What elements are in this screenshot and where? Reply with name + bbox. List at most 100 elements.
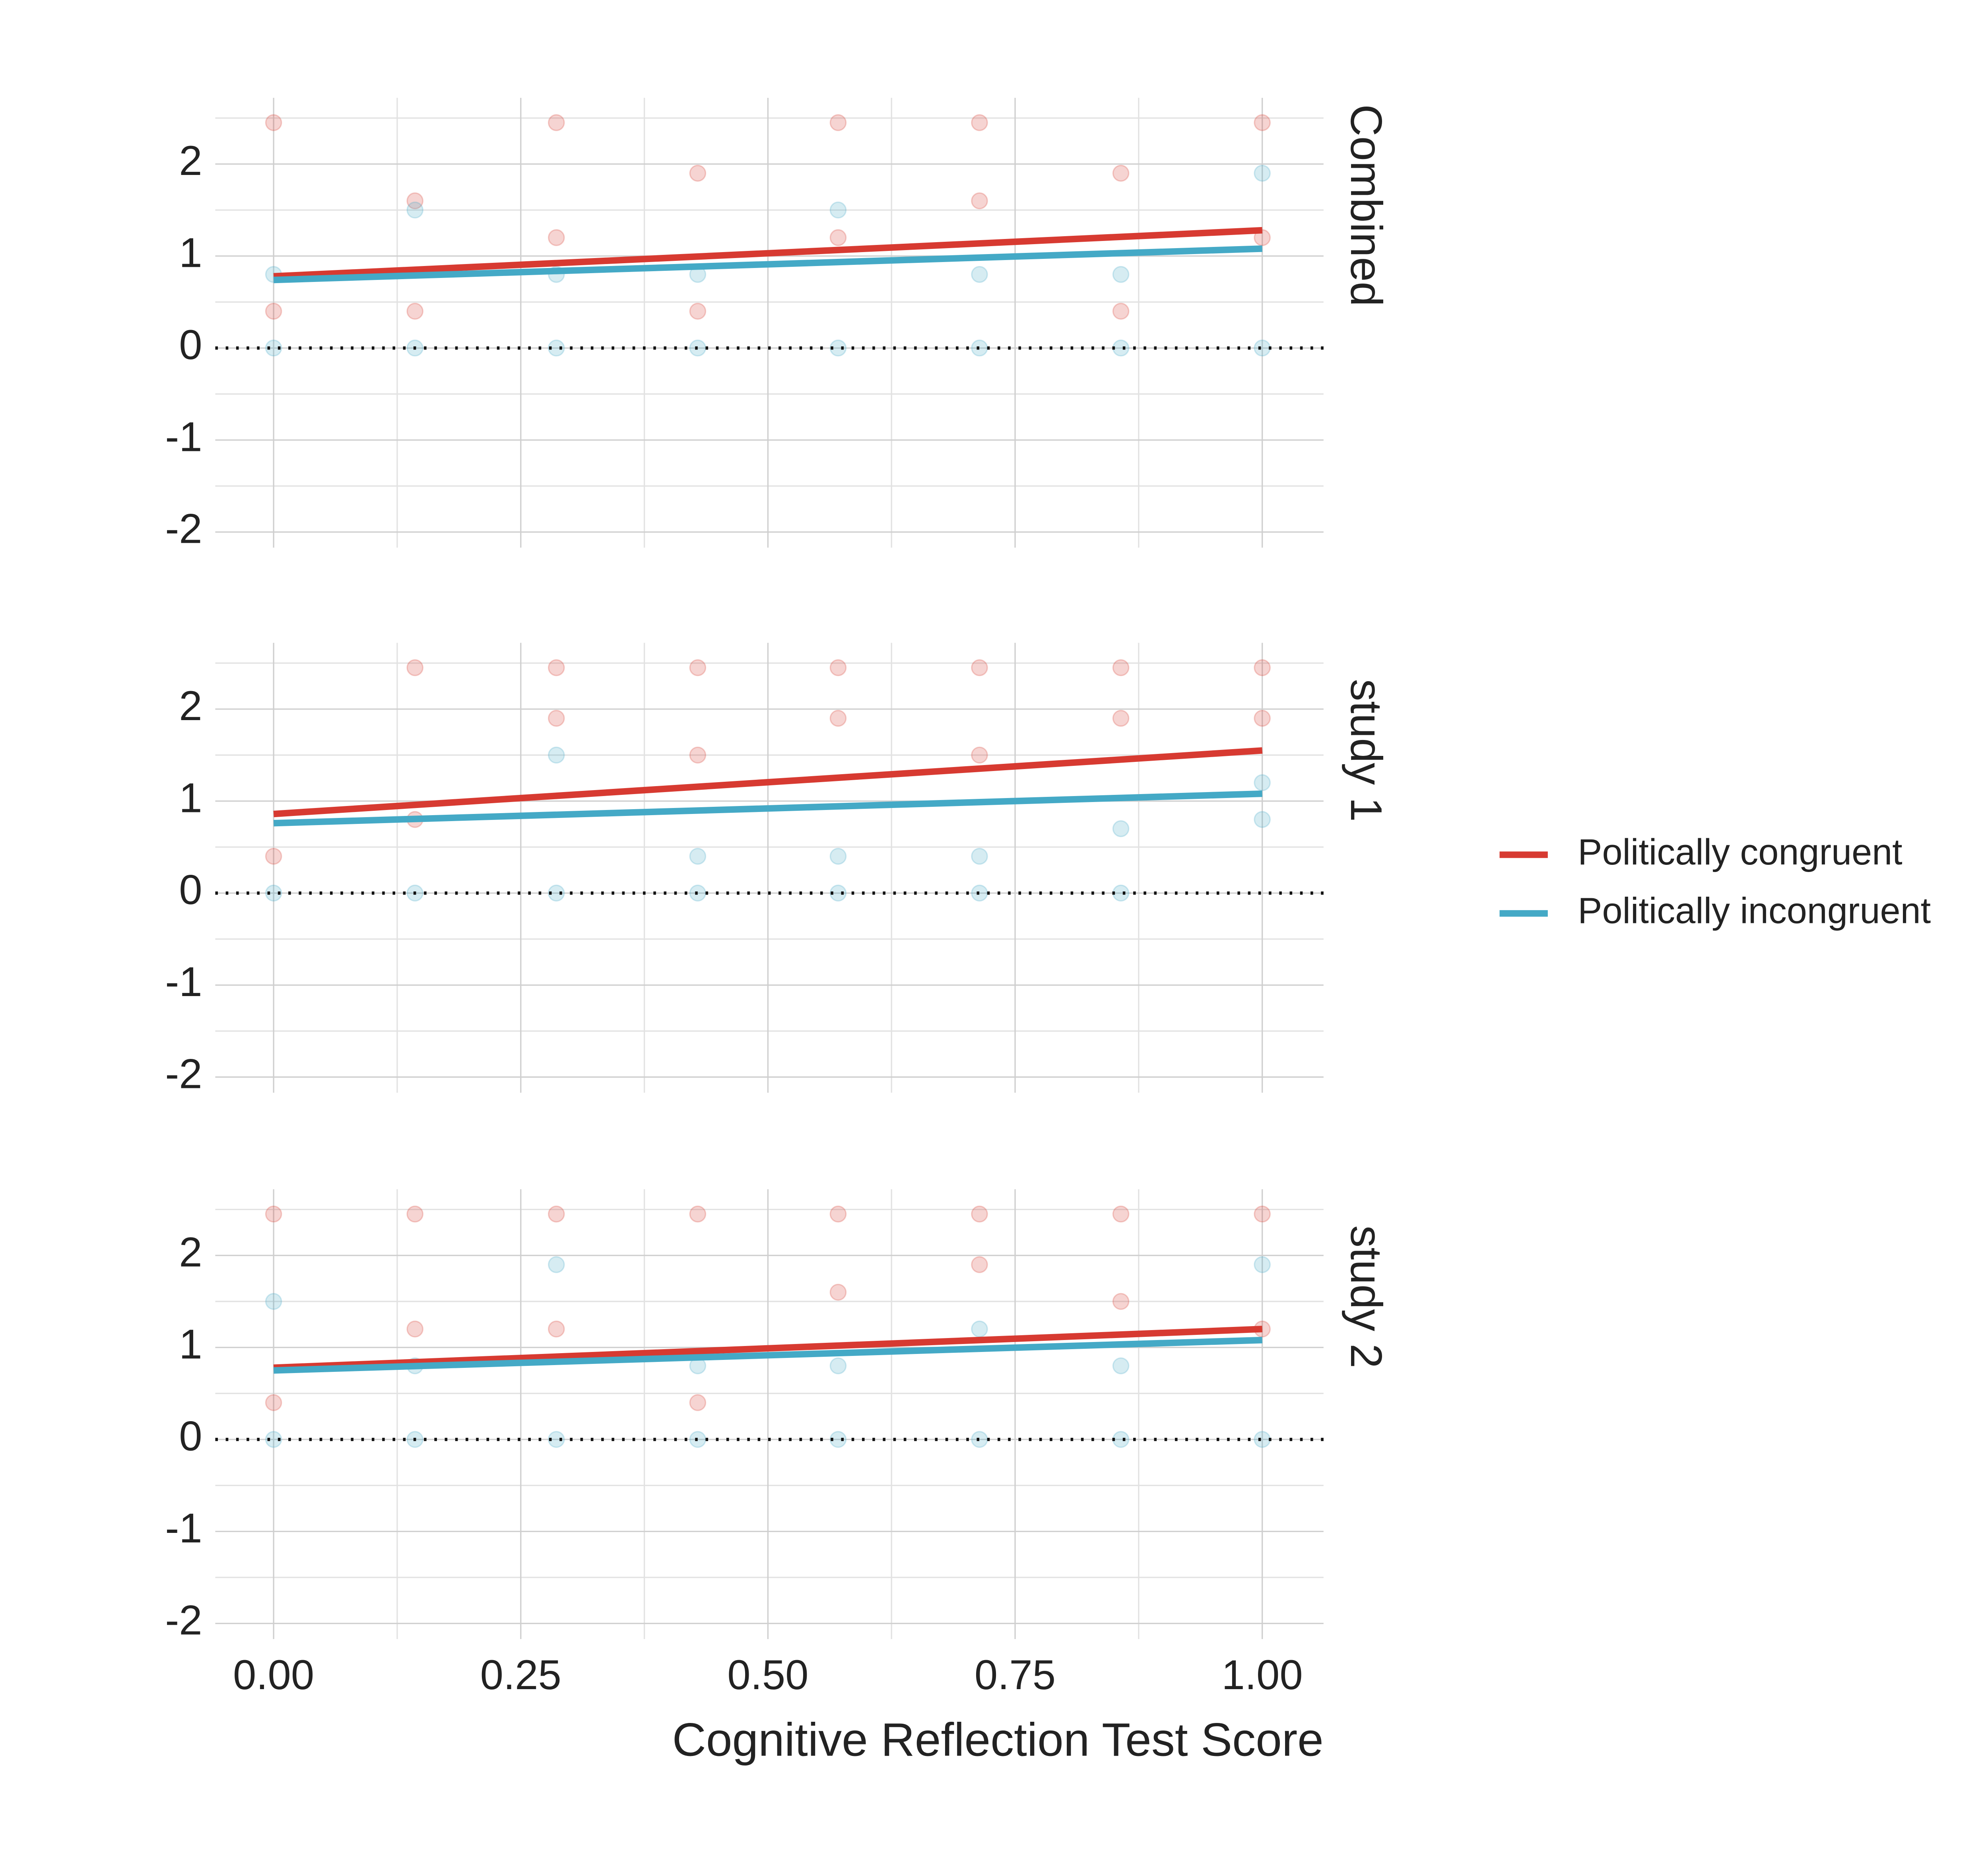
point (1112, 266, 1130, 283)
y-tick-label: 0 (179, 867, 202, 913)
y-tick-label: -2 (165, 1597, 202, 1643)
point (265, 1293, 282, 1310)
point (971, 659, 988, 676)
point (265, 1431, 282, 1448)
point (1112, 339, 1130, 357)
point (829, 1205, 847, 1223)
y-tick-label: 2 (179, 683, 202, 729)
point (971, 1256, 988, 1273)
point (547, 339, 565, 357)
y-tick-label: -2 (165, 1051, 202, 1097)
x-tick-label: 0.00 (233, 1652, 314, 1698)
point (406, 1321, 424, 1338)
point (1254, 1205, 1271, 1223)
point (406, 659, 424, 676)
x-tick-label: 0.50 (727, 1652, 808, 1698)
point (1254, 774, 1271, 791)
point (829, 229, 847, 246)
point (1254, 114, 1271, 131)
strip-label: study 2 (1342, 1226, 1391, 1368)
y-tick-label: 0 (179, 322, 202, 368)
point (829, 1284, 847, 1301)
y-tick-label: -1 (165, 414, 202, 460)
point (829, 114, 847, 131)
point (547, 114, 565, 131)
point (547, 1256, 565, 1273)
point (265, 1394, 282, 1411)
point (829, 848, 847, 865)
point (1112, 303, 1130, 320)
strip-label: study 1 (1342, 679, 1391, 822)
point (689, 1205, 707, 1223)
point (1254, 339, 1271, 357)
point (971, 1205, 988, 1223)
point (829, 659, 847, 676)
y-tick-label: 1 (179, 775, 202, 821)
point (689, 659, 707, 676)
point (1254, 659, 1271, 676)
point (1112, 1431, 1130, 1448)
legend-label: Politically congruent (1578, 832, 1902, 872)
regression-line (273, 790, 1262, 827)
point (1112, 710, 1130, 727)
point (547, 746, 565, 764)
point (1112, 1357, 1130, 1375)
regression-line (273, 227, 1263, 280)
point (547, 1431, 565, 1448)
point (1254, 811, 1271, 828)
point (406, 201, 424, 219)
point (971, 339, 988, 357)
point (547, 710, 565, 727)
y-tick-label: 0 (179, 1413, 202, 1460)
point (689, 848, 707, 865)
point (1112, 1205, 1130, 1223)
point (547, 229, 565, 246)
point (265, 303, 282, 320)
y-tick-label: 2 (179, 138, 202, 184)
point (1254, 229, 1271, 246)
x-axis-title: Cognitive Reflection Test Score (672, 1714, 1324, 1766)
regression-line (273, 1326, 1262, 1371)
point (1254, 1431, 1271, 1448)
point (265, 848, 282, 865)
point (1254, 165, 1271, 182)
point (265, 114, 282, 131)
point (1112, 659, 1130, 676)
legend-label: Politically incongruent (1578, 890, 1931, 931)
point (1254, 710, 1271, 727)
strip-label: Combined (1342, 104, 1391, 306)
point (689, 339, 707, 357)
y-tick-label: 1 (179, 230, 202, 276)
point (971, 746, 988, 764)
y-tick-label: -2 (165, 506, 202, 552)
point (689, 1431, 707, 1448)
point (829, 201, 847, 219)
point (829, 710, 847, 727)
regression-line (273, 1336, 1262, 1374)
point (1112, 820, 1130, 837)
regression-line (273, 747, 1263, 818)
point (547, 659, 565, 676)
point (547, 1321, 565, 1338)
x-tick-label: 1.00 (1222, 1652, 1303, 1698)
point (971, 848, 988, 865)
point (689, 884, 707, 902)
point (406, 192, 424, 210)
point (1112, 884, 1130, 902)
point (1112, 165, 1130, 182)
x-tick-label: 0.25 (480, 1652, 561, 1698)
point (689, 1394, 707, 1411)
point (265, 1205, 282, 1223)
point (406, 1205, 424, 1223)
point (971, 884, 988, 902)
y-tick-label: 2 (179, 1229, 202, 1276)
point (265, 339, 282, 357)
point (265, 884, 282, 902)
y-tick-label: -1 (165, 959, 202, 1005)
point (829, 339, 847, 357)
point (971, 1321, 988, 1338)
point (829, 884, 847, 902)
point (971, 266, 988, 283)
point (971, 1431, 988, 1448)
point (547, 1205, 565, 1223)
